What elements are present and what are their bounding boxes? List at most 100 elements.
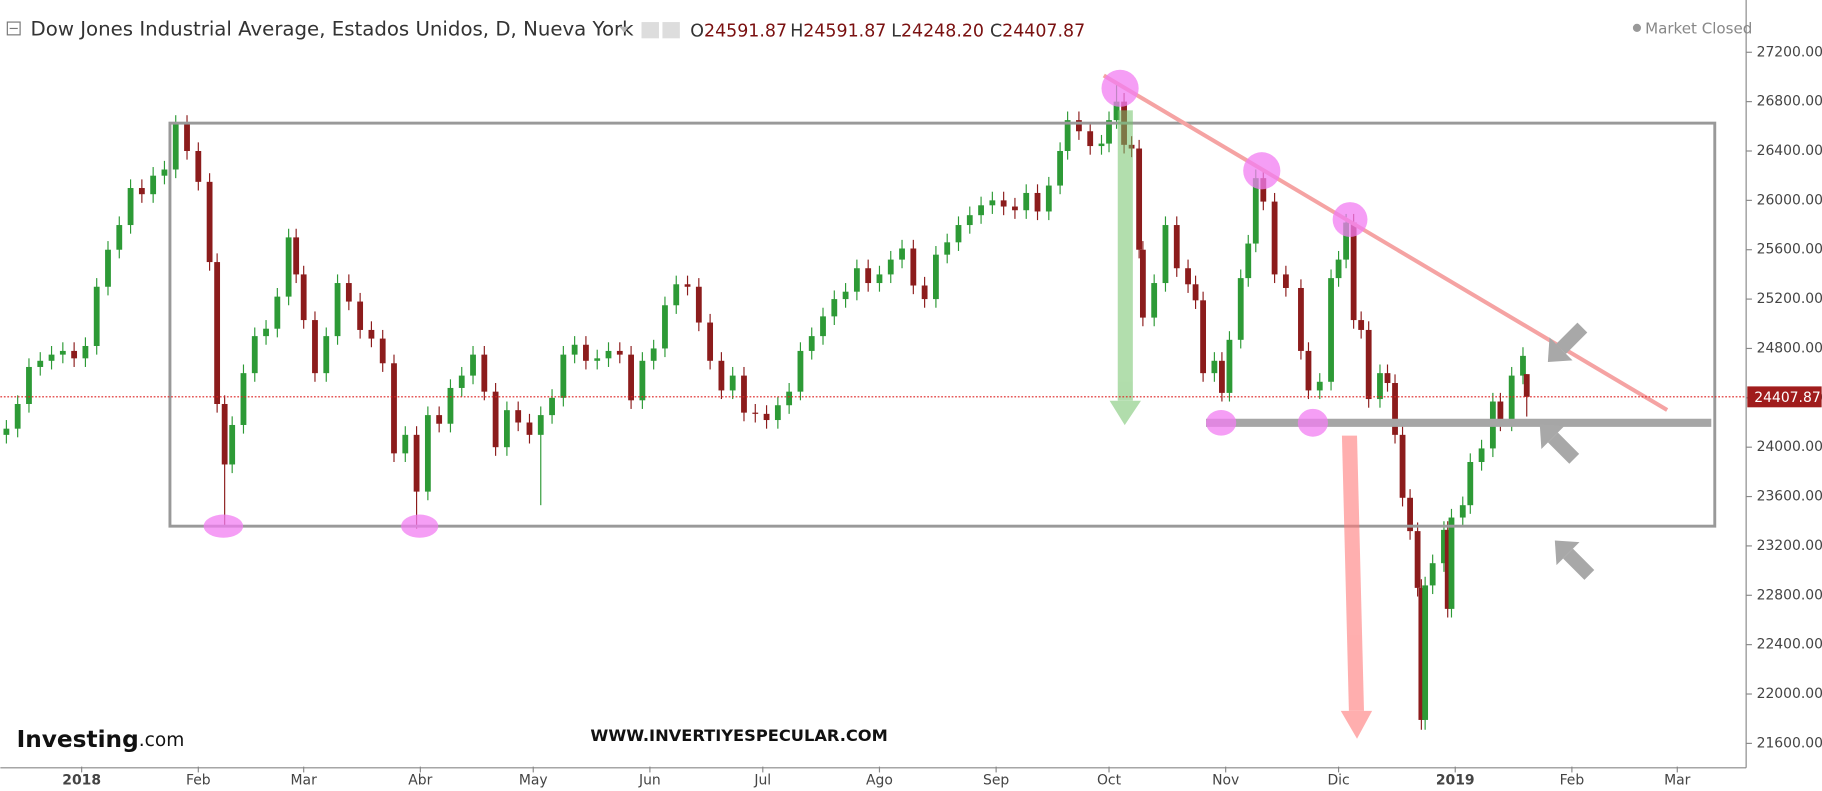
candle-body (1045, 185, 1052, 212)
candle-body (93, 286, 100, 346)
candle-body (116, 225, 123, 250)
candle-body (447, 387, 454, 424)
candle-body (37, 360, 44, 367)
y-tick-label: 23600.00 (1757, 489, 1822, 505)
candle-body (293, 237, 300, 275)
candle-body (628, 354, 634, 401)
candle-body (150, 175, 157, 195)
y-tick-label: 26400.00 (1757, 143, 1822, 159)
candle-body (1414, 531, 1421, 588)
ohlc-letter: H (790, 21, 803, 41)
candle-body (650, 348, 657, 361)
candle-body (127, 188, 134, 226)
candle-body (1192, 284, 1199, 301)
candle-body (240, 373, 247, 425)
candle-body (48, 354, 55, 361)
x-tick-label: 2018 (62, 773, 101, 789)
candle-body (1316, 381, 1323, 391)
candle-body (1328, 278, 1334, 382)
pointer-arrows (1539, 322, 1595, 580)
candle-body (876, 274, 883, 284)
y-tick-label: 24800.00 (1757, 340, 1822, 356)
ohlc-letter: O (690, 21, 704, 41)
candle-body (323, 336, 330, 374)
settings-icon[interactable] (641, 22, 659, 39)
ohlc-item: C24407.87 (990, 21, 1085, 41)
candle-body (379, 338, 386, 364)
candle-body (195, 150, 202, 182)
candle-body (1106, 120, 1112, 144)
candle-body (1076, 120, 1082, 132)
candle-body (549, 397, 555, 416)
candle-body (285, 237, 292, 297)
last-price-box (1747, 386, 1822, 408)
candle-body (503, 410, 510, 448)
range-box (168, 121, 1717, 528)
candle-body (571, 344, 578, 355)
candle-body (526, 422, 533, 435)
candle-body (1139, 249, 1146, 318)
candle-body (1113, 101, 1120, 121)
candle-body (515, 410, 522, 423)
y-tick-label: 23200.00 (1757, 538, 1822, 554)
logo: Investing.com (17, 725, 185, 752)
dropdown-icon[interactable] (619, 26, 629, 33)
candle-body (82, 345, 89, 359)
candle-body (413, 434, 420, 492)
candle-body (1023, 192, 1030, 211)
x-tick-label: Abr (408, 773, 432, 789)
candle-body (26, 366, 32, 404)
x-tick-label: Feb (1560, 773, 1585, 789)
candle-body (334, 283, 341, 337)
candle-body (1200, 300, 1207, 374)
candle-body (695, 286, 702, 323)
candle-body (605, 350, 612, 359)
candle-body (1418, 587, 1425, 720)
y-tick-label: 21600.00 (1757, 735, 1822, 751)
settings-icon-2[interactable] (662, 22, 680, 39)
candle-body (933, 254, 939, 300)
candle-body (1173, 225, 1180, 269)
candle-body (1282, 274, 1289, 288)
candle-body (853, 268, 860, 292)
candle-body (492, 391, 499, 448)
y-tick-label: 26000.00 (1757, 192, 1822, 208)
candle-body (1350, 222, 1357, 321)
candle-body (214, 262, 221, 404)
x-tick-label: Nov (1212, 773, 1239, 789)
candle-body (1384, 373, 1391, 384)
candle-body (763, 413, 770, 421)
candle-body (391, 363, 397, 454)
ohlc-value: 24591.87 (704, 21, 787, 41)
candle-body (1012, 206, 1018, 211)
candle-body (820, 316, 826, 337)
candle-body (808, 336, 815, 351)
candle-body (797, 350, 804, 392)
candle-body (251, 336, 258, 374)
candle-body (424, 415, 431, 492)
candle-body (172, 123, 179, 170)
candle-body (774, 405, 781, 421)
candle-body (537, 415, 544, 435)
ohlc-legend: O24591.87 H24591.87 L24248.20 C24407.87 (690, 21, 1085, 41)
instrument-title: Dow Jones Industrial Average, Estados Un… (31, 18, 635, 41)
candle-body (368, 329, 375, 339)
candle-body (1343, 222, 1350, 260)
candle-body (989, 200, 996, 206)
candle-body (1523, 374, 1530, 397)
collapse-icon[interactable] (6, 21, 21, 36)
candle-body (1064, 120, 1071, 151)
logo-suffix: .com (139, 729, 185, 750)
candle-body (1237, 278, 1244, 340)
x-tick-label: Oct (1097, 773, 1122, 789)
candle-body (910, 248, 917, 286)
y-tick-label: 24000.00 (1757, 439, 1822, 455)
watermark: WWW.INVERTIYESPECULAR.COM (590, 726, 887, 745)
candle-body (71, 350, 78, 359)
candle-body (3, 428, 10, 435)
candle-body (1467, 461, 1474, 506)
candle-body (639, 360, 646, 401)
candle-body (842, 291, 849, 300)
candle-body (1399, 434, 1406, 498)
logo-brand: Investing (17, 725, 139, 752)
